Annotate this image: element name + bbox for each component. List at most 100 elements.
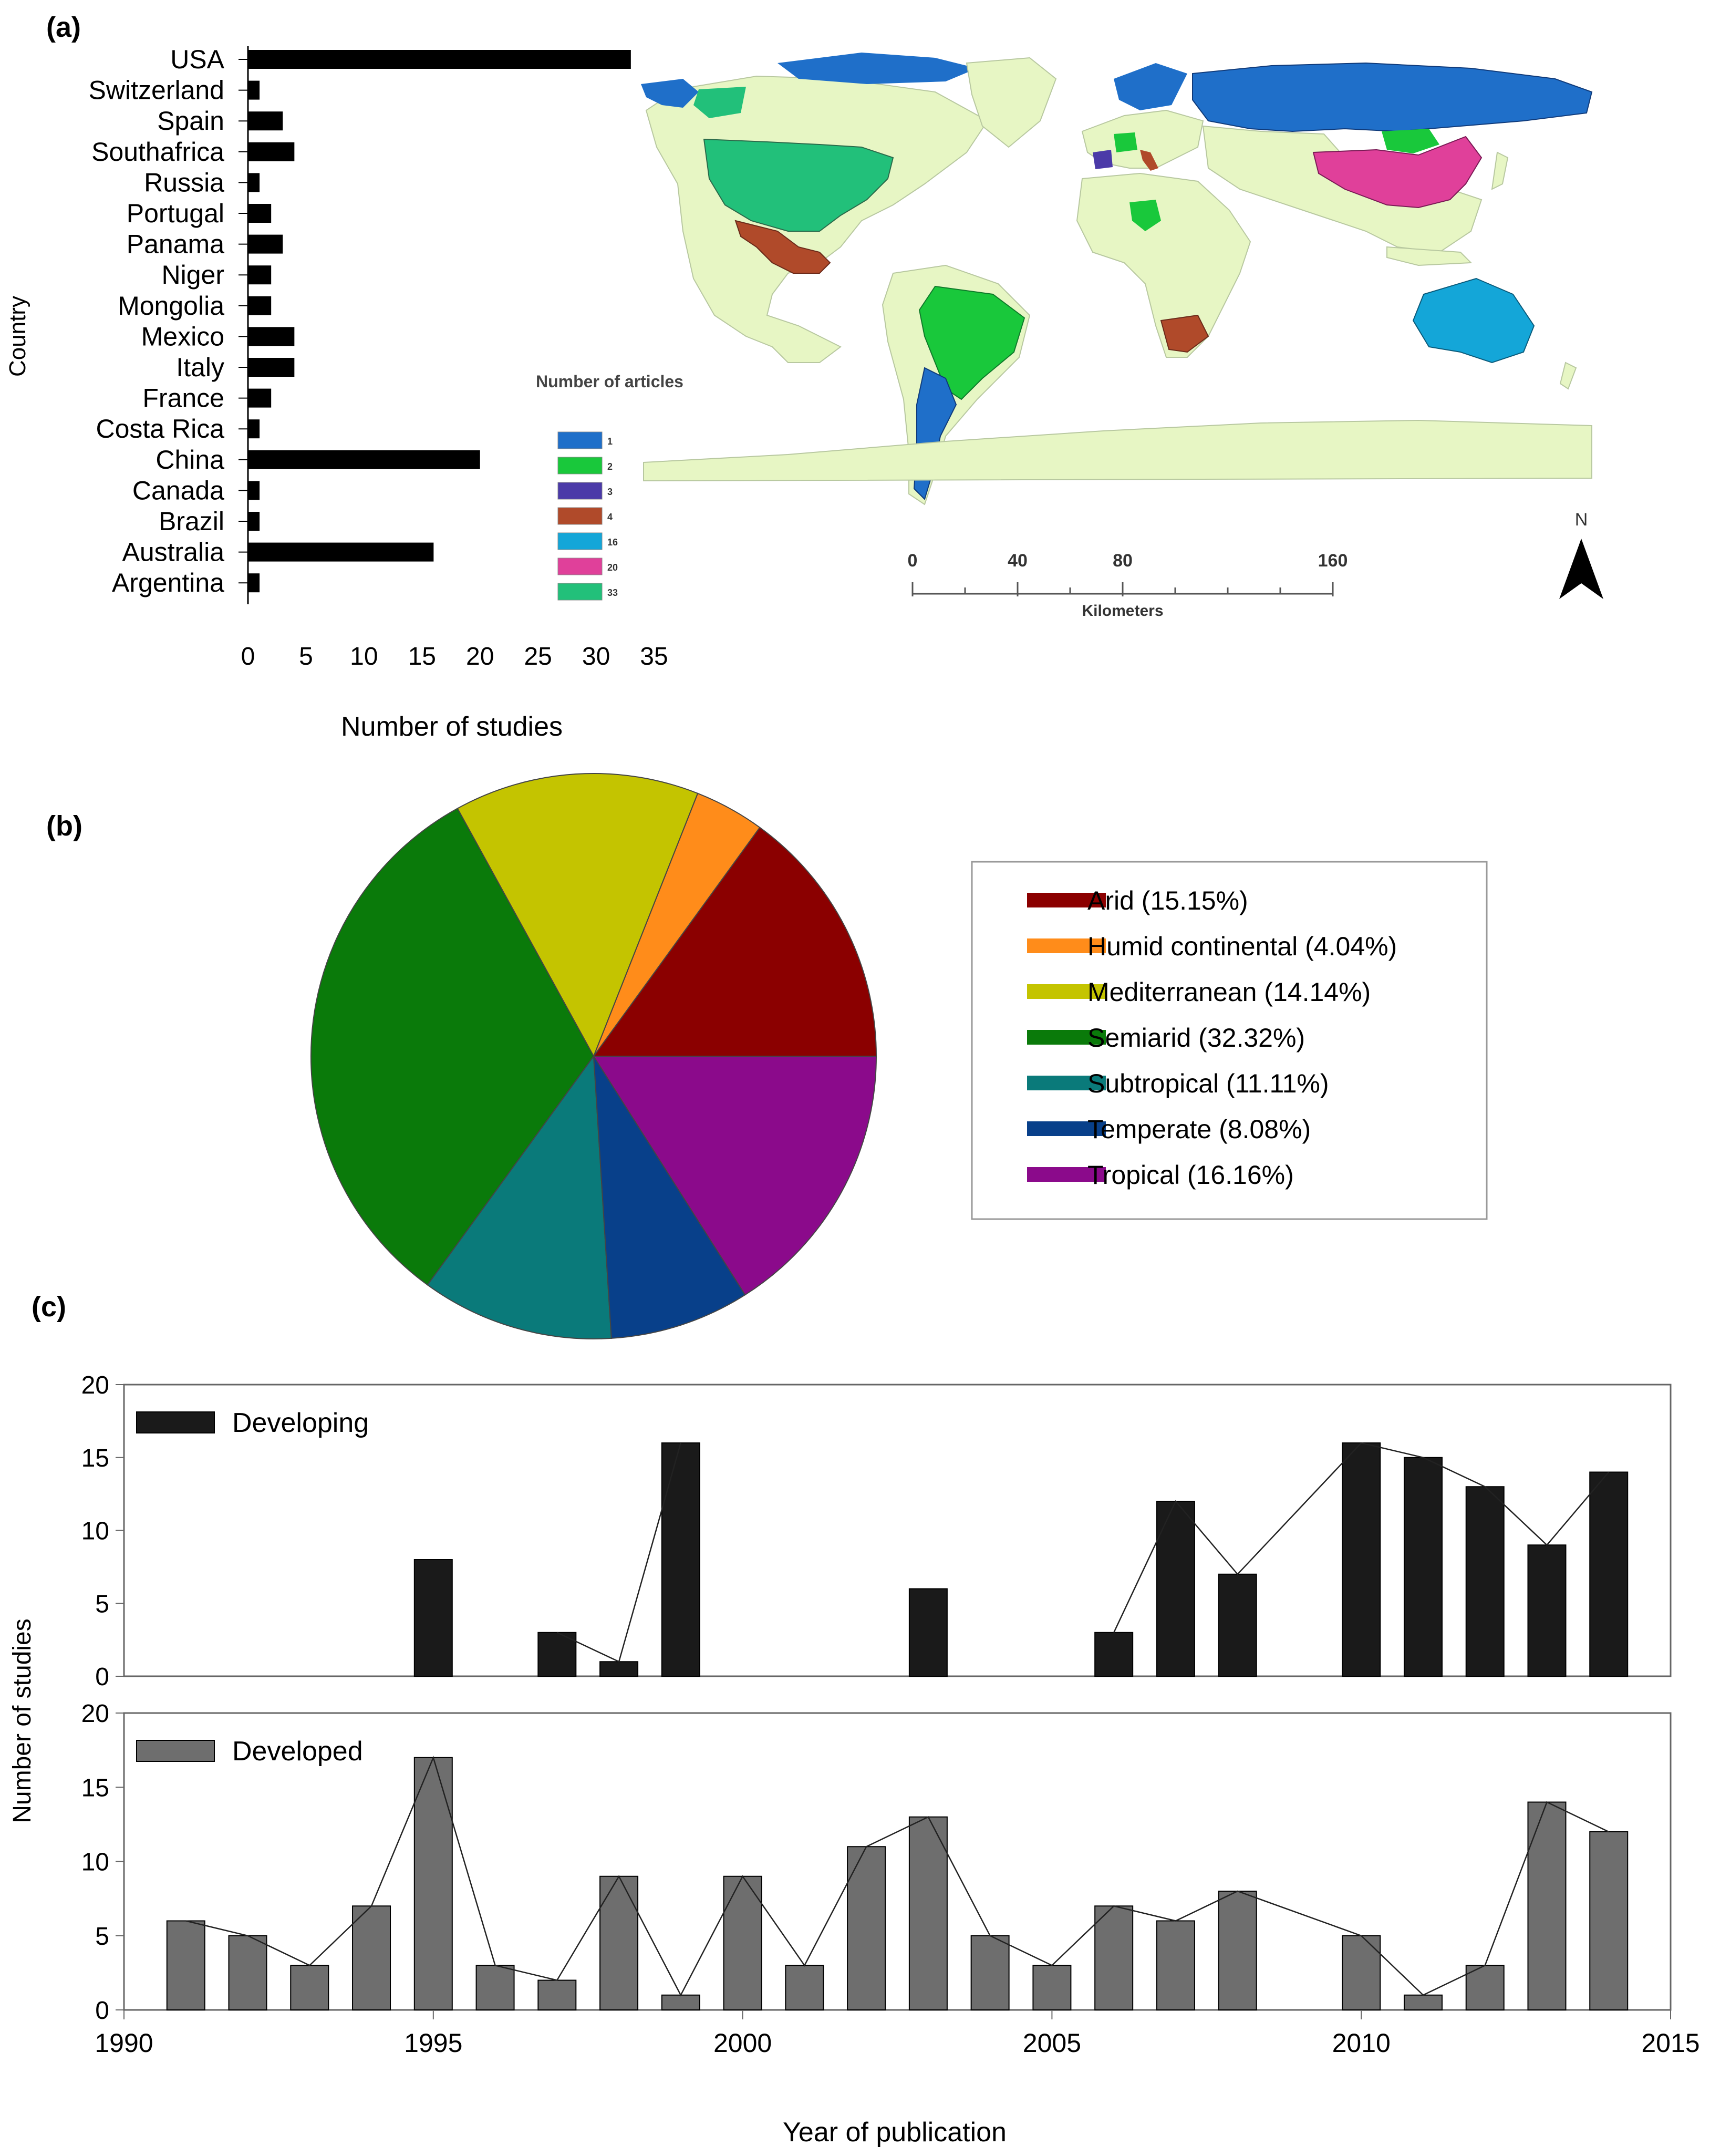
- y-tick-label: 10: [81, 1849, 109, 1876]
- bar-year: [1465, 1486, 1505, 1677]
- map-mexico: [734, 220, 831, 274]
- trend-line: [1113, 1442, 1610, 1633]
- pie-slice: [310, 808, 595, 1286]
- bar-year: [599, 1661, 639, 1677]
- scale-label-160: 160: [1318, 551, 1348, 571]
- pie-legend-label: Mediterranean (14.14%): [1087, 977, 1371, 1007]
- country-tick-label: Brazil: [159, 507, 224, 536]
- bar-year: [1156, 1501, 1195, 1677]
- bar-country: [248, 234, 283, 254]
- bar-country: [248, 542, 434, 562]
- map-antarctica: [643, 419, 1592, 482]
- y-tick-label: 20: [81, 1371, 109, 1399]
- map-legend-swatch: [557, 583, 603, 601]
- north-arrow: N: [1559, 510, 1603, 599]
- country-tick-label: Switzerland: [89, 76, 224, 105]
- series-legend-label: Developing: [232, 1408, 369, 1438]
- bar-year: [599, 1875, 639, 2010]
- trend-line: [185, 1756, 1609, 1997]
- scale-label-40: 40: [1008, 551, 1028, 571]
- panel-c: (c) 0 5 10 15 20 Developing 0 5 10 15 20 Developed…: [8, 1291, 1700, 2148]
- bar-year: [1527, 1801, 1567, 2010]
- map-russia: [1192, 62, 1593, 132]
- bar-year: [537, 1632, 577, 1677]
- y-tick-label: 15: [81, 1774, 109, 1802]
- scale-bar-labels: 0 40 80 160 Kilometers: [908, 551, 1348, 620]
- pie-slice: [593, 1056, 746, 1339]
- pie-legend-label: Temperate (8.08%): [1087, 1115, 1311, 1144]
- y-tick-label: 0: [95, 1663, 109, 1691]
- map-spain: [1093, 150, 1113, 169]
- bar-year: [413, 1559, 453, 1677]
- map-legend-swatch: [557, 431, 603, 449]
- map-indonesia: [1386, 246, 1473, 266]
- bar-year: [1465, 1965, 1505, 2010]
- country-tick-label: France: [142, 384, 224, 413]
- x-tick-label: 15: [408, 643, 436, 670]
- bar-country: [248, 573, 260, 593]
- map-usa: [703, 138, 894, 232]
- panel-label-c: (c): [32, 1291, 66, 1323]
- y-tick-label: 15: [81, 1445, 109, 1472]
- bar-year: [1218, 1573, 1257, 1677]
- map-niger: [1129, 200, 1161, 231]
- pie-legend-label: Semiarid (32.32%): [1087, 1023, 1305, 1053]
- country-tick-label: Southafrica: [91, 137, 224, 167]
- pie-legend-label: Subtropical (11.11%): [1087, 1069, 1329, 1098]
- country-tick-label: Canada: [132, 476, 224, 505]
- map-canada-green: [693, 87, 746, 118]
- climate-pie-chart: [310, 773, 877, 1339]
- bar-year: [1403, 1457, 1443, 1677]
- series-legend-label: Developed: [232, 1736, 363, 1767]
- pie-legend-swatch: [1027, 984, 1106, 999]
- map-mongolia: [1382, 129, 1439, 153]
- bar-year: [352, 1905, 391, 2010]
- map-australia: [1412, 277, 1535, 364]
- pie-slice: [457, 773, 699, 1058]
- country-tick-label: Russia: [144, 168, 224, 197]
- bar-year: [1589, 1831, 1629, 2010]
- map-alaska: [641, 79, 699, 108]
- bar-year: [537, 1979, 577, 2010]
- north-arrow-label: N: [1575, 510, 1588, 530]
- pie-legend: Arid (15.15%) Humid continental (4.04%) Me…: [1027, 886, 1397, 1190]
- x-tick-label: 2005: [1023, 2028, 1081, 2058]
- bar-year: [1218, 1891, 1257, 2010]
- bar-year: [1342, 1935, 1381, 2010]
- country-tick-label: Argentina: [112, 568, 224, 597]
- y-tick-label: 10: [81, 1518, 109, 1545]
- y-tick-label: 0: [95, 1997, 109, 2025]
- bar-year: [166, 1920, 205, 2010]
- country-tick-label: Mongolia: [118, 291, 224, 321]
- bar-year: [1094, 1632, 1134, 1677]
- bar-country: [248, 80, 260, 100]
- developed-bar-chart: 0 5 10 15 20 Developed 1990 1995 2000 2005 2010 201…: [81, 1700, 1700, 2058]
- scale-unit-label: Kilometers: [1082, 602, 1163, 620]
- bar-year: [1094, 1905, 1134, 2010]
- country-tick-label: Mexico: [141, 322, 224, 351]
- bar-country: [248, 419, 260, 439]
- country-tick-label: Niger: [162, 260, 224, 290]
- bar-country: [248, 296, 272, 315]
- country-tick-label: Australia: [122, 538, 224, 567]
- bar-country: [248, 450, 480, 469]
- year-axis-label: Year of publication: [783, 2117, 1007, 2148]
- pie-legend-swatch: [1027, 1121, 1106, 1136]
- scale-bar: [911, 582, 1334, 596]
- country-axis-label: Country: [5, 296, 30, 377]
- map-legend-swatch: [557, 558, 603, 575]
- map-legend-swatch: [557, 457, 603, 474]
- map-legend-title: Number of articles: [536, 372, 683, 391]
- map-legend-label: 1: [607, 436, 613, 447]
- map-france: [1114, 132, 1137, 152]
- map-scandinavia: [1114, 63, 1187, 110]
- pie-legend-swatch: [1027, 1167, 1106, 1182]
- map-legend-swatch: [557, 507, 603, 525]
- scale-label-80: 80: [1113, 551, 1133, 571]
- country-tick-label: Panama: [127, 230, 224, 259]
- country-tick-label: USA: [170, 45, 224, 74]
- map-south-africa: [1160, 314, 1209, 353]
- bar-country: [248, 388, 272, 408]
- map-africa: [1076, 172, 1251, 358]
